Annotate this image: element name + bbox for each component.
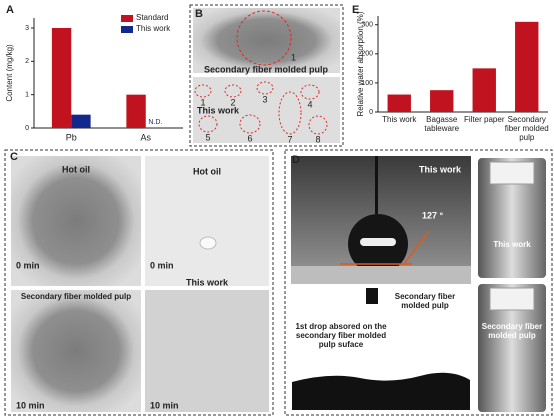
bar bbox=[71, 114, 91, 128]
x-tick-label: Bagasse tableware bbox=[424, 115, 460, 133]
x-tick-label: This work bbox=[382, 115, 417, 124]
caption: This work bbox=[197, 105, 240, 115]
x-tick-label: Filter paper bbox=[464, 115, 505, 124]
oil-drop bbox=[199, 236, 217, 250]
vial-photo bbox=[478, 284, 546, 412]
bar bbox=[430, 90, 454, 112]
y-tick-label: 1 bbox=[25, 92, 29, 99]
caption: Secondary fiber molded pulp bbox=[394, 292, 456, 310]
y-tick-label: 300 bbox=[361, 22, 373, 29]
needle bbox=[375, 156, 378, 214]
caption: 1st drop absored on the secondary fiber … bbox=[295, 322, 387, 349]
caption: Secondary fiber molded pulp bbox=[20, 292, 132, 301]
photo bbox=[193, 8, 340, 73]
photo bbox=[11, 156, 141, 286]
x-tick-label: Pb bbox=[66, 132, 77, 142]
photo bbox=[193, 77, 340, 143]
panel-label: E bbox=[352, 4, 359, 16]
number: 2 bbox=[230, 97, 235, 107]
y-tick-label: 0 bbox=[25, 125, 29, 132]
time: 0 min bbox=[16, 260, 40, 270]
y-tick-label: 200 bbox=[361, 51, 373, 58]
caption: Hot oil bbox=[62, 164, 90, 174]
number: 1 bbox=[200, 97, 205, 107]
number: 7 bbox=[287, 134, 292, 144]
panel-border bbox=[189, 4, 344, 147]
caption: Secondary fiber molded pulp bbox=[481, 322, 543, 340]
photo bbox=[145, 290, 269, 412]
annotation: N.D. bbox=[148, 119, 162, 126]
caption: This work bbox=[186, 277, 229, 287]
photo bbox=[145, 156, 269, 286]
bar bbox=[472, 68, 496, 112]
outline bbox=[239, 114, 261, 134]
number: 3 bbox=[262, 94, 267, 104]
outline bbox=[308, 115, 328, 135]
vial-photo bbox=[478, 158, 546, 278]
panel-label: A bbox=[6, 4, 14, 16]
outline bbox=[256, 81, 274, 95]
outline bbox=[194, 84, 212, 98]
outline bbox=[198, 115, 218, 133]
number: 6 bbox=[247, 133, 252, 143]
bar bbox=[51, 28, 72, 128]
panel-border bbox=[284, 149, 553, 416]
vial-cap bbox=[489, 287, 535, 311]
tangent bbox=[403, 231, 429, 265]
panel-label: D bbox=[292, 154, 300, 166]
x-tick-label: Secondary fiber molded pulp bbox=[504, 115, 549, 142]
panel-label: B bbox=[195, 8, 203, 20]
time: 10 min bbox=[150, 400, 179, 410]
reflection bbox=[360, 238, 396, 246]
legend-label: This work bbox=[136, 24, 171, 33]
panel-label: C bbox=[10, 151, 18, 163]
legend-label: Standard bbox=[136, 13, 168, 22]
bar bbox=[126, 94, 146, 128]
x-tick-label: As bbox=[140, 132, 151, 142]
y-axis-label: Content (mg/kg) bbox=[5, 44, 14, 102]
number: 1 bbox=[291, 52, 296, 62]
y-tick-label: 0 bbox=[369, 109, 373, 116]
vial-cap bbox=[489, 161, 535, 185]
caption: Secondary fiber molded pulp bbox=[204, 64, 329, 74]
outline bbox=[236, 10, 292, 66]
bar bbox=[387, 94, 411, 112]
caption: This work bbox=[419, 164, 462, 174]
outline bbox=[224, 84, 242, 98]
y-axis-label: Relative water absorption (%) bbox=[356, 11, 365, 116]
bar bbox=[515, 21, 539, 112]
y-tick-label: 2 bbox=[25, 58, 29, 65]
time: 10 min bbox=[16, 400, 45, 410]
outline bbox=[300, 84, 320, 100]
panel-border bbox=[4, 149, 274, 416]
y-tick-label: 100 bbox=[361, 80, 373, 87]
caption: Hot oil bbox=[193, 166, 221, 176]
legend-swatch bbox=[121, 26, 133, 33]
photo bbox=[11, 290, 141, 412]
number: 4 bbox=[307, 99, 312, 109]
outline bbox=[278, 91, 302, 135]
caption: This work bbox=[493, 240, 531, 249]
drop bbox=[366, 288, 378, 304]
angle: 127 ° bbox=[422, 210, 444, 220]
y-tick-label: 3 bbox=[25, 25, 29, 32]
legend-swatch bbox=[121, 15, 133, 22]
pulp-section bbox=[292, 372, 470, 410]
time: 0 min bbox=[150, 260, 174, 270]
number: 8 bbox=[315, 134, 320, 144]
number: 5 bbox=[205, 132, 210, 142]
surface bbox=[291, 266, 471, 284]
